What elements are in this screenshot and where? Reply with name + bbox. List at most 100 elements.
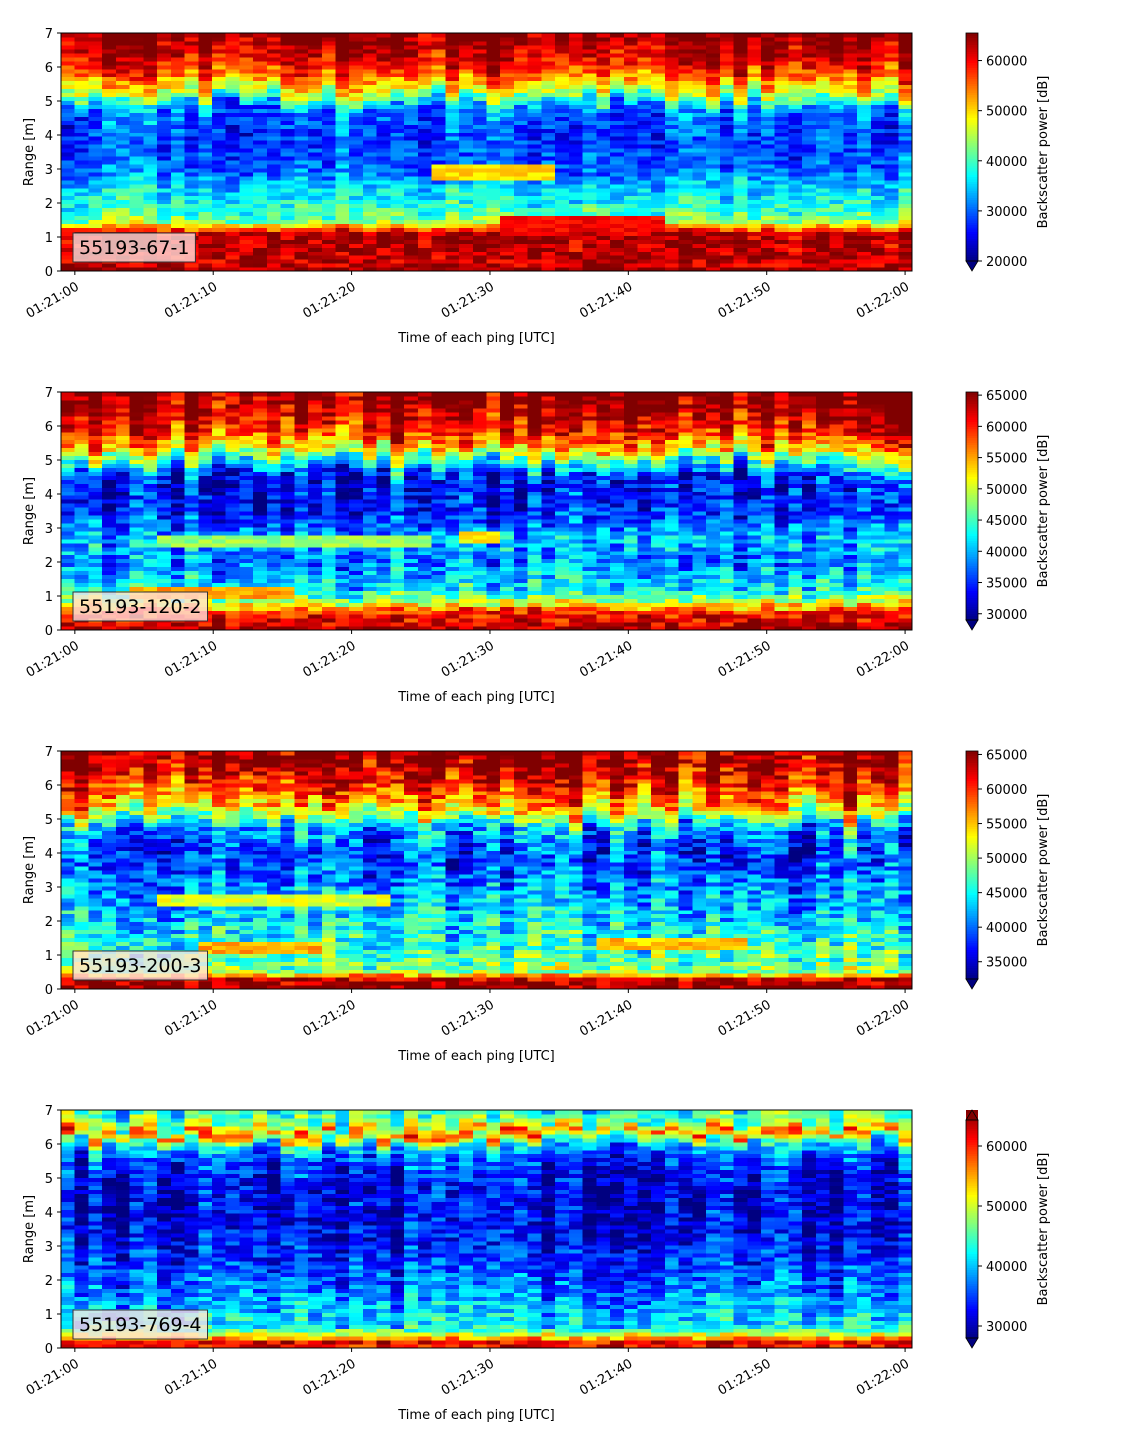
heatmap-cell: [815, 175, 831, 181]
heatmap-cell: [417, 76, 433, 82]
heatmap-cell: [870, 155, 886, 161]
heatmap-cell: [102, 52, 117, 58]
heatmap-cell: [390, 112, 405, 117]
heatmap-cell: [472, 136, 488, 141]
heatmap-cell: [88, 503, 103, 508]
heatmap-cell: [170, 33, 186, 38]
heatmap-cell: [170, 96, 186, 102]
heatmap-cell: [555, 223, 570, 228]
heatmap-cell: [774, 144, 790, 149]
heatmap-cell: [568, 72, 584, 78]
heatmap-cell: [184, 183, 199, 189]
heatmap-cell: [74, 542, 90, 548]
heatmap-cell: [664, 56, 680, 62]
heatmap-cell: [706, 136, 721, 141]
heatmap-cell: [582, 255, 597, 260]
heatmap-cell: [198, 439, 213, 445]
heatmap-cell: [829, 167, 844, 173]
heatmap-cell: [198, 152, 213, 157]
heatmap-cell: [637, 267, 652, 272]
heatmap-cell: [610, 60, 625, 66]
heatmap-cell: [198, 112, 213, 117]
heatmap-cell: [870, 152, 886, 157]
heatmap-cell: [143, 586, 158, 591]
heatmap-cell: [417, 44, 433, 50]
heatmap-cell: [88, 467, 103, 472]
heatmap-cell: [884, 56, 899, 62]
heatmap-cell: [843, 183, 858, 189]
heatmap-cell: [211, 534, 227, 540]
heatmap-cell: [308, 491, 323, 496]
heatmap-cell: [129, 211, 144, 217]
heatmap-cell: [280, 251, 295, 256]
heatmap-cell: [143, 495, 158, 500]
heatmap-cell: [774, 267, 790, 272]
heatmap-cell: [239, 239, 254, 244]
colorbar-step: [966, 192, 978, 196]
heatmap-cell: [170, 72, 186, 78]
heatmap-cell: [184, 159, 199, 165]
heatmap-cell: [678, 80, 693, 86]
heatmap-cell: [129, 163, 144, 169]
heatmap-cell: [157, 626, 172, 631]
heatmap-cell: [390, 155, 405, 161]
heatmap-cell: [404, 247, 419, 252]
heatmap-cell: [308, 267, 323, 272]
heatmap-cell: [198, 179, 213, 185]
heatmap-cell: [266, 411, 282, 417]
heatmap-cell: [266, 203, 282, 209]
heatmap-cell: [184, 112, 199, 117]
heatmap-cell: [417, 235, 433, 240]
heatmap-cell: [349, 183, 364, 189]
heatmap-cell: [582, 235, 597, 240]
heatmap-cell: [170, 104, 186, 109]
heatmap-cell: [898, 175, 913, 181]
heatmap-cell: [459, 104, 474, 109]
heatmap-cell: [170, 570, 186, 576]
heatmap-cell: [513, 195, 529, 201]
heatmap-cell: [719, 255, 735, 260]
heatmap-cell: [774, 100, 790, 105]
heatmap-cell: [239, 463, 254, 468]
heatmap-cell: [184, 538, 199, 544]
heatmap-cell: [719, 100, 735, 105]
heatmap-cell: [843, 140, 858, 145]
heatmap-cell: [129, 407, 144, 413]
heatmap-cell: [143, 52, 158, 58]
heatmap-cell: [555, 267, 570, 272]
heatmap-cell: [610, 84, 625, 90]
heatmap-cell: [486, 100, 501, 105]
heatmap-cell: [88, 526, 103, 532]
heatmap-cell: [664, 227, 680, 232]
heatmap-cell: [664, 191, 680, 197]
heatmap-cell: [376, 175, 392, 181]
heatmap-cell: [294, 144, 309, 149]
heatmap-cell: [198, 84, 213, 90]
heatmap-cell: [184, 48, 199, 54]
heatmap-cell: [280, 622, 295, 627]
heatmap-cell: [623, 108, 639, 113]
heatmap-cell: [541, 108, 556, 113]
heatmap-cell: [884, 120, 899, 125]
heatmap-cell: [280, 100, 295, 105]
heatmap-cell: [115, 44, 131, 50]
heatmap-cell: [527, 203, 543, 209]
heatmap-cell: [61, 211, 76, 217]
heatmap-cell: [459, 112, 474, 117]
heatmap-cell: [61, 566, 76, 572]
heatmap-cell: [239, 455, 254, 461]
heatmap-cell: [733, 171, 748, 177]
heatmap-cell: [596, 187, 611, 193]
heatmap-cell: [706, 148, 721, 153]
heatmap-cell: [211, 586, 227, 591]
heatmap-cell: [280, 179, 295, 185]
colorbar-step: [966, 60, 978, 64]
heatmap-cell: [211, 554, 227, 560]
heatmap-cell: [211, 215, 227, 221]
heatmap-cell: [280, 223, 295, 228]
colorbar-step: [966, 33, 978, 36]
heatmap-cell: [815, 235, 831, 240]
heatmap-cell: [541, 231, 556, 236]
heatmap-cell: [61, 507, 76, 512]
heatmap-cell: [253, 463, 268, 468]
